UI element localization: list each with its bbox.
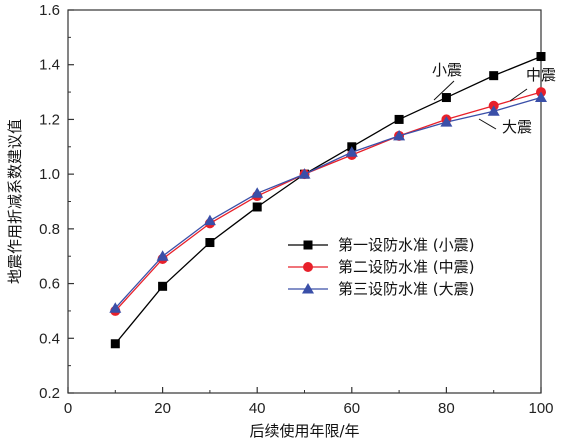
legend: 第一设防水准 (小震) 第二设防水准 (中震) 第三设防水准 (大震) bbox=[288, 236, 474, 298]
legend-label: 第三设防水准 (大震) bbox=[338, 280, 474, 298]
annotation-label: 小震 bbox=[432, 61, 462, 79]
data-point bbox=[110, 339, 120, 349]
data-point bbox=[394, 114, 404, 124]
data-point bbox=[156, 250, 169, 261]
x-tick-label: 20 bbox=[154, 400, 171, 417]
annotation-leader bbox=[509, 88, 528, 102]
legend-item-2: 第二设防水准 (中震) bbox=[288, 258, 474, 276]
series-3 bbox=[109, 91, 547, 313]
data-point bbox=[203, 214, 216, 226]
y-tick-label: 1.0 bbox=[39, 166, 60, 183]
x-tick-label: 0 bbox=[64, 400, 72, 417]
data-point bbox=[298, 168, 311, 179]
x-tick-label: 40 bbox=[249, 400, 266, 417]
data-point bbox=[205, 238, 215, 248]
data-point bbox=[393, 129, 406, 141]
axes: 0 20 40 60 80 100 0.2 0.4 0.6 0.8 1.0 1.2 1.4 1.6 bbox=[39, 2, 553, 417]
data-point bbox=[489, 71, 499, 81]
annotation-leader bbox=[478, 118, 497, 130]
plot-frame bbox=[67, 9, 542, 394]
data-point bbox=[535, 91, 547, 103]
data-point bbox=[345, 146, 358, 157]
data-point bbox=[158, 281, 168, 291]
y-axis-title: 地震作用折减系数建议值 bbox=[6, 119, 24, 284]
data-point bbox=[487, 105, 500, 116]
data-point bbox=[536, 52, 546, 62]
legend-marker bbox=[303, 262, 313, 272]
legend-item-1: 第一设防水准 (小震) bbox=[288, 236, 474, 254]
data-point bbox=[440, 116, 453, 127]
series-1 bbox=[110, 52, 546, 349]
series-line bbox=[114, 96, 542, 309]
series-layer bbox=[109, 52, 547, 349]
y-tick-label: 1.2 bbox=[39, 111, 60, 128]
annotation-label: 中震 bbox=[526, 66, 556, 84]
y-tick-label: 0.2 bbox=[39, 385, 60, 402]
y-tick-label: 1.6 bbox=[39, 2, 60, 19]
annotation-label: 大震 bbox=[502, 118, 532, 136]
x-tick-label: 60 bbox=[343, 400, 360, 417]
x-tick-label: 80 bbox=[438, 400, 455, 417]
legend-label: 第一设防水准 (小震) bbox=[338, 236, 474, 254]
annotation-leader bbox=[433, 80, 455, 101]
series-line bbox=[114, 91, 542, 312]
data-point bbox=[441, 93, 451, 103]
x-axis-title: 后续使用年限/年 bbox=[249, 422, 359, 440]
legend-marker bbox=[303, 240, 313, 250]
legend-item-3: 第三设防水准 (大震) bbox=[288, 280, 474, 298]
data-point bbox=[252, 202, 262, 212]
legend-label: 第二设防水准 (中震) bbox=[338, 258, 474, 276]
series-2 bbox=[110, 87, 546, 316]
series-line bbox=[114, 55, 542, 345]
legend-marker bbox=[302, 283, 314, 294]
y-tick-label: 0.4 bbox=[39, 330, 60, 347]
x-tick-label: 100 bbox=[528, 400, 553, 417]
y-tick-label: 0.8 bbox=[39, 221, 60, 238]
y-tick-label: 1.4 bbox=[39, 57, 60, 74]
y-tick-label: 0.6 bbox=[39, 276, 60, 293]
data-point bbox=[251, 187, 264, 198]
data-point bbox=[109, 302, 122, 313]
